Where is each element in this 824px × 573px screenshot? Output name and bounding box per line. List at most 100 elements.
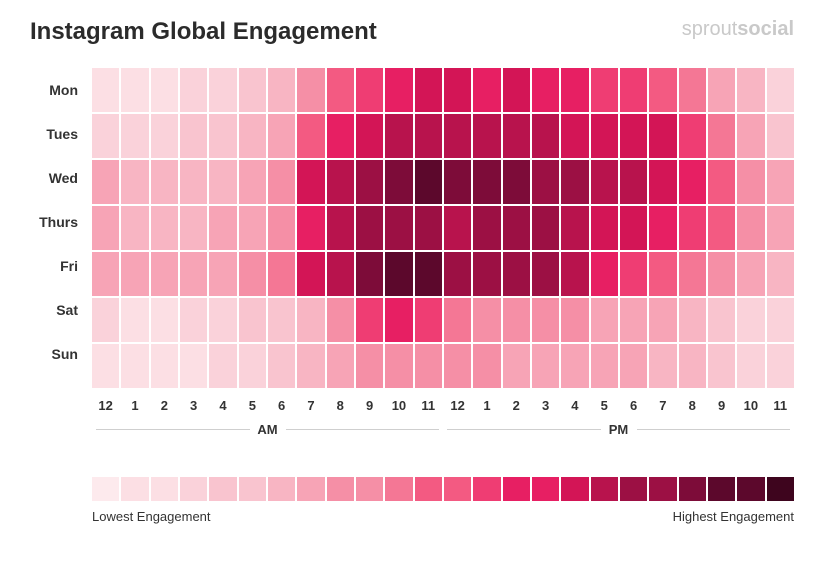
heatmap-cell [121, 344, 148, 388]
heatmap-cell [180, 114, 207, 158]
x-label: 7 [649, 398, 676, 413]
heatmap-cell [209, 160, 236, 204]
x-axis-labels: 121234567891011121234567891011 [92, 398, 794, 413]
heatmap-cell [385, 206, 412, 250]
legend-cell [591, 477, 618, 501]
heatmap-cell [473, 298, 500, 342]
heatmap-cell [444, 68, 471, 112]
heatmap-cell [444, 206, 471, 250]
heatmap-row [92, 114, 794, 158]
legend-cell [180, 477, 207, 501]
heatmap-cell [679, 114, 706, 158]
heatmap-cell [297, 206, 324, 250]
brand-text-light: sprout [682, 18, 738, 40]
x-label: 5 [239, 398, 266, 413]
heatmap-cell [561, 252, 588, 296]
heatmap-cell [92, 252, 119, 296]
x-label: 3 [532, 398, 559, 413]
y-label: Thurs [30, 200, 84, 244]
heatmap-cell [268, 252, 295, 296]
heatmap-cell [180, 160, 207, 204]
heatmap-cell [561, 298, 588, 342]
heatmap-cell [737, 298, 764, 342]
heatmap-cell [444, 160, 471, 204]
heatmap-cell [297, 68, 324, 112]
heatmap-cell [180, 252, 207, 296]
heatmap-cell [591, 160, 618, 204]
heatmap-cell [737, 160, 764, 204]
heatmap-chart: MonTuesWedThursFriSatSun 121234567891011… [30, 68, 794, 439]
heatmap-cell [561, 206, 588, 250]
y-label: Fri [30, 244, 84, 288]
heatmap-cell [767, 206, 794, 250]
x-label: 3 [180, 398, 207, 413]
heatmap-cell [561, 160, 588, 204]
heatmap-cell [92, 68, 119, 112]
x-label: 10 [737, 398, 764, 413]
heatmap-cell [473, 114, 500, 158]
heatmap-cell [92, 114, 119, 158]
heatmap-cell [239, 160, 266, 204]
x-label: 1 [473, 398, 500, 413]
heatmap-cell [767, 344, 794, 388]
heatmap-cell [620, 68, 647, 112]
heatmap-cell [532, 68, 559, 112]
heatmap-cell [92, 160, 119, 204]
legend-cell [385, 477, 412, 501]
heatmap-cell [151, 298, 178, 342]
heatmap-cell [327, 160, 354, 204]
heatmap-cell [151, 252, 178, 296]
page-title: Instagram Global Engagement [30, 18, 377, 46]
x-label: 10 [385, 398, 412, 413]
heatmap-cell [532, 298, 559, 342]
heatmap-cell [239, 344, 266, 388]
heatmap-cell [209, 68, 236, 112]
heatmap-cell [415, 114, 442, 158]
legend-cell [679, 477, 706, 501]
legend-high-label: Highest Engagement [673, 509, 794, 524]
heatmap-cell [649, 252, 676, 296]
x-label: 11 [767, 398, 794, 413]
heatmap-cell [356, 68, 383, 112]
x-label: 8 [327, 398, 354, 413]
heatmap-cell [591, 206, 618, 250]
heatmap-cell [503, 298, 530, 342]
heatmap-cell [268, 206, 295, 250]
y-label: Tues [30, 112, 84, 156]
legend-cell [767, 477, 794, 501]
heatmap-cell [209, 344, 236, 388]
heatmap-cell [239, 206, 266, 250]
heatmap-cell [356, 252, 383, 296]
x-label: 1 [121, 398, 148, 413]
heatmap-row [92, 206, 794, 250]
heatmap-cell [444, 252, 471, 296]
legend-cell [297, 477, 324, 501]
heatmap-cell [591, 252, 618, 296]
legend-cell [356, 477, 383, 501]
heatmap-cell [503, 68, 530, 112]
heatmap-cell [385, 298, 412, 342]
heatmap-cell [180, 344, 207, 388]
heatmap-cell [620, 344, 647, 388]
heatmap-cell [679, 206, 706, 250]
heatmap-cell [708, 160, 735, 204]
heatmap-cell [767, 68, 794, 112]
legend-cell [561, 477, 588, 501]
heatmap-cell [327, 344, 354, 388]
heatmap-cell [620, 298, 647, 342]
x-label: 5 [591, 398, 618, 413]
heatmap-cell [268, 114, 295, 158]
heatmap-cell [444, 344, 471, 388]
heatmap-cell [737, 68, 764, 112]
period-label: AM [92, 419, 443, 439]
heatmap-cell [503, 160, 530, 204]
heatmap-cell [679, 160, 706, 204]
heatmap-cell [532, 160, 559, 204]
heatmap-cell [591, 114, 618, 158]
legend-cell [92, 477, 119, 501]
heatmap-cell [209, 206, 236, 250]
heatmap-cell [767, 252, 794, 296]
legend-cell [327, 477, 354, 501]
legend-low-label: Lowest Engagement [92, 509, 211, 524]
heatmap-cell [385, 114, 412, 158]
